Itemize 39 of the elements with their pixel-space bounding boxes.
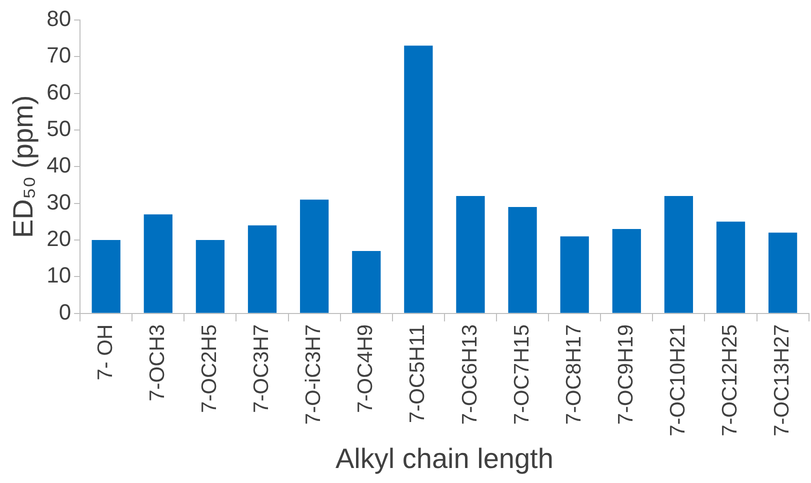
x-tick-label: 7-OC12H25 [718,324,742,436]
x-tick-label: 7-OC3H7 [250,324,274,414]
y-tick-label: 40 [46,152,72,178]
y-tick-label: 50 [46,116,72,142]
x-tick-label: 7-OC9H19 [614,324,638,425]
bar [352,251,381,313]
y-axis-title: ED₅₀ (ppm) [8,95,39,238]
bar [768,232,798,313]
bar [716,222,746,313]
x-tick-label: 7- OH [94,324,117,380]
x-tick-label: 7-O-iC3H7 [302,324,326,425]
y-tick-label: 70 [46,42,72,68]
x-tick-label: 7-OC5H11 [406,324,430,424]
bar [560,236,589,313]
bar [508,207,537,313]
bar [144,214,172,313]
bar [92,240,120,313]
bar [248,225,277,313]
bar [612,229,641,313]
bar [404,46,433,313]
x-tick-label: 7-OC2H5 [198,324,222,414]
y-tick-label: 80 [46,6,72,32]
y-tick-label: 0 [58,299,72,324]
bar [664,196,694,313]
bar [196,240,225,313]
x-axis-title: Alkyl chain length [335,442,554,474]
y-tick-label: 30 [46,189,72,214]
x-tick-label: 7-OC6H13 [458,324,482,425]
bar [300,200,329,313]
x-tick-label: 7-OC13H27 [770,324,794,436]
x-tick-label: 7-OC10H21 [666,324,690,436]
y-tick-label: 20 [46,226,72,252]
x-tick-label: 7-OCH3 [146,324,169,402]
x-tick-label: 7-OC4H9 [354,324,378,414]
x-tick-label: 7-OC8H17 [562,324,586,425]
bar [456,196,485,313]
x-tick-label: 7-OC7H15 [510,324,534,425]
y-tick-label: 60 [46,79,72,104]
y-tick-label: 10 [46,262,72,288]
